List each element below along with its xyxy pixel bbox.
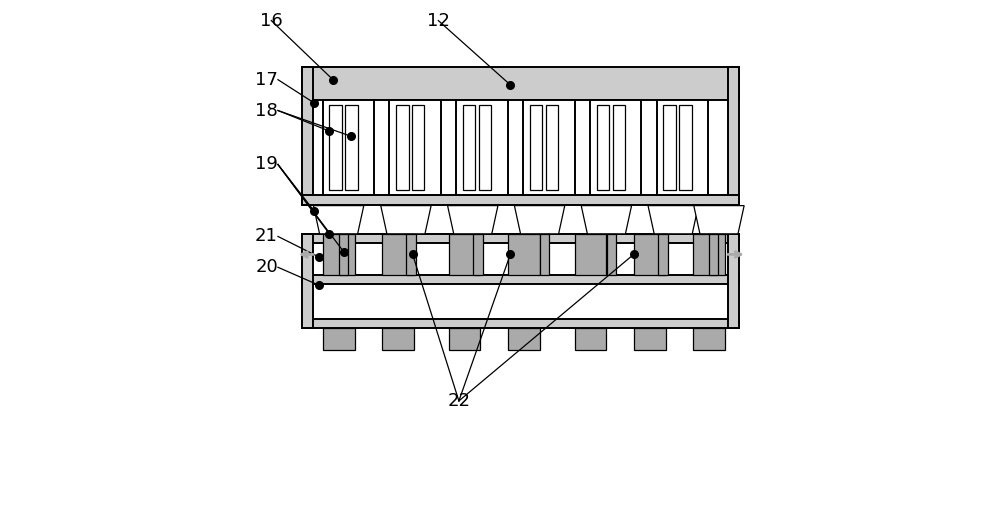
Polygon shape (658, 234, 668, 275)
Polygon shape (396, 105, 409, 190)
Polygon shape (302, 67, 739, 100)
Polygon shape (634, 234, 666, 275)
Polygon shape (412, 105, 424, 190)
Polygon shape (648, 206, 698, 234)
Polygon shape (345, 105, 358, 190)
Polygon shape (449, 328, 480, 350)
Polygon shape (607, 234, 616, 275)
Polygon shape (694, 206, 744, 234)
Polygon shape (613, 105, 625, 190)
Text: 16: 16 (260, 11, 283, 30)
Polygon shape (389, 100, 441, 195)
Polygon shape (693, 234, 725, 275)
Polygon shape (381, 206, 431, 234)
Polygon shape (693, 328, 725, 350)
Polygon shape (634, 328, 666, 350)
Polygon shape (449, 234, 480, 275)
Polygon shape (508, 234, 540, 275)
Polygon shape (382, 234, 414, 275)
Polygon shape (302, 234, 739, 243)
Polygon shape (456, 100, 508, 195)
Polygon shape (406, 234, 416, 275)
Text: 22: 22 (447, 392, 470, 410)
Text: 12: 12 (427, 11, 450, 30)
Polygon shape (323, 234, 355, 275)
Polygon shape (473, 234, 483, 275)
Polygon shape (679, 105, 692, 190)
Polygon shape (302, 195, 739, 205)
Text: 18: 18 (255, 101, 278, 120)
Polygon shape (581, 206, 632, 234)
Text: 20: 20 (255, 258, 278, 277)
Polygon shape (323, 100, 374, 195)
Polygon shape (479, 105, 491, 190)
Polygon shape (302, 319, 739, 328)
Polygon shape (302, 275, 739, 284)
Polygon shape (530, 105, 542, 190)
Polygon shape (514, 206, 565, 234)
Polygon shape (663, 105, 676, 190)
Polygon shape (523, 100, 575, 195)
Polygon shape (329, 105, 342, 190)
Polygon shape (508, 328, 540, 350)
Polygon shape (540, 234, 549, 275)
Text: 17: 17 (255, 70, 278, 89)
Polygon shape (323, 328, 355, 350)
Polygon shape (657, 100, 708, 195)
Polygon shape (339, 234, 348, 275)
Polygon shape (597, 105, 609, 190)
Polygon shape (302, 234, 313, 328)
Polygon shape (302, 67, 313, 205)
Polygon shape (575, 234, 606, 275)
Polygon shape (313, 206, 364, 234)
Polygon shape (382, 328, 414, 350)
Text: 21: 21 (255, 227, 278, 246)
Polygon shape (728, 234, 739, 328)
Polygon shape (709, 234, 718, 275)
Polygon shape (546, 105, 558, 190)
Text: 19: 19 (255, 155, 278, 174)
Polygon shape (575, 328, 606, 350)
Polygon shape (448, 206, 498, 234)
Polygon shape (590, 100, 641, 195)
Polygon shape (463, 105, 475, 190)
Polygon shape (728, 67, 739, 205)
